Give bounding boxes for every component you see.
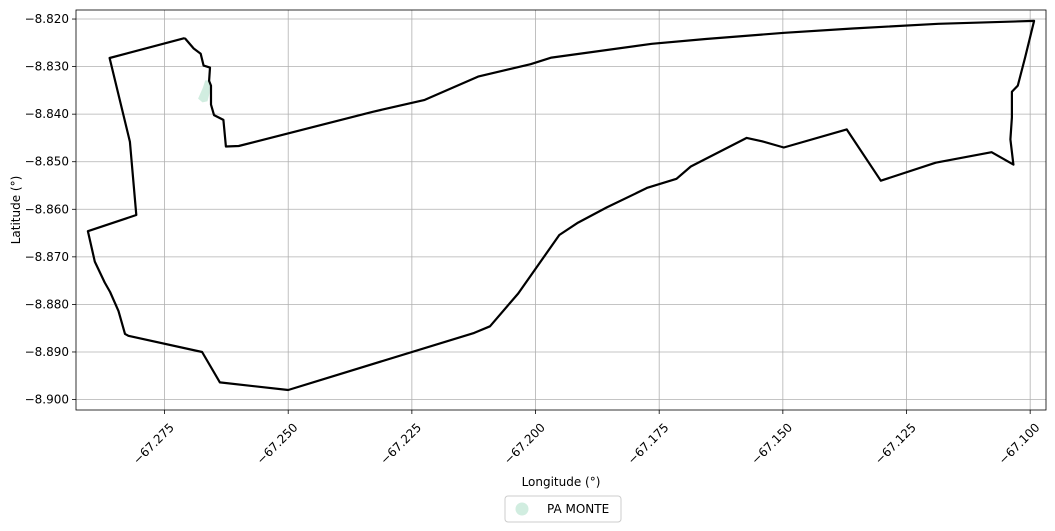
x-tick-label: −67.100 — [996, 420, 1043, 467]
x-tick-label: −67.150 — [748, 420, 795, 467]
x-tick-label: −67.125 — [872, 420, 919, 467]
x-tick-label: −67.275 — [130, 420, 177, 467]
y-axis-label: Latitude (°) — [9, 176, 23, 245]
y-tick-label: −8.850 — [25, 155, 69, 169]
y-tick-label: −8.890 — [25, 345, 69, 359]
legend-label: PA MONTE — [547, 502, 609, 516]
y-tick-label: −8.830 — [25, 60, 69, 74]
y-tick-label: −8.880 — [25, 297, 69, 311]
legend-box — [504, 495, 622, 523]
parcel-shape — [198, 80, 211, 103]
y-axis: −8.820 −8.830 −8.840 −8.850 −8.860 −8.870 −8.8… — [25, 12, 76, 407]
y-tick-label: −8.860 — [25, 202, 69, 216]
boundary-layer — [86, 19, 1036, 392]
x-tick-label: −67.200 — [501, 420, 548, 467]
legend: PA MONTE — [504, 495, 622, 523]
x-tick-label: −67.250 — [254, 420, 301, 467]
y-tick-label: −8.900 — [25, 393, 69, 407]
x-tick-label: −67.225 — [378, 420, 425, 467]
legend-marker — [515, 502, 529, 516]
plot-frame — [75, 9, 1047, 411]
x-axis-label: Longitude (°) — [522, 475, 601, 489]
y-tick-label: −8.840 — [25, 107, 69, 121]
parcel-layer — [198, 80, 211, 103]
x-axis: −67.275 −67.250 −67.225 −67.200 −67.175 −67.1… — [130, 410, 1043, 467]
boundary-line — [86, 19, 1036, 392]
y-tick-label: −8.820 — [25, 12, 69, 26]
x-tick-label: −67.175 — [625, 420, 672, 467]
grid-lines — [76, 10, 1046, 410]
y-tick-label: −8.870 — [25, 250, 69, 264]
